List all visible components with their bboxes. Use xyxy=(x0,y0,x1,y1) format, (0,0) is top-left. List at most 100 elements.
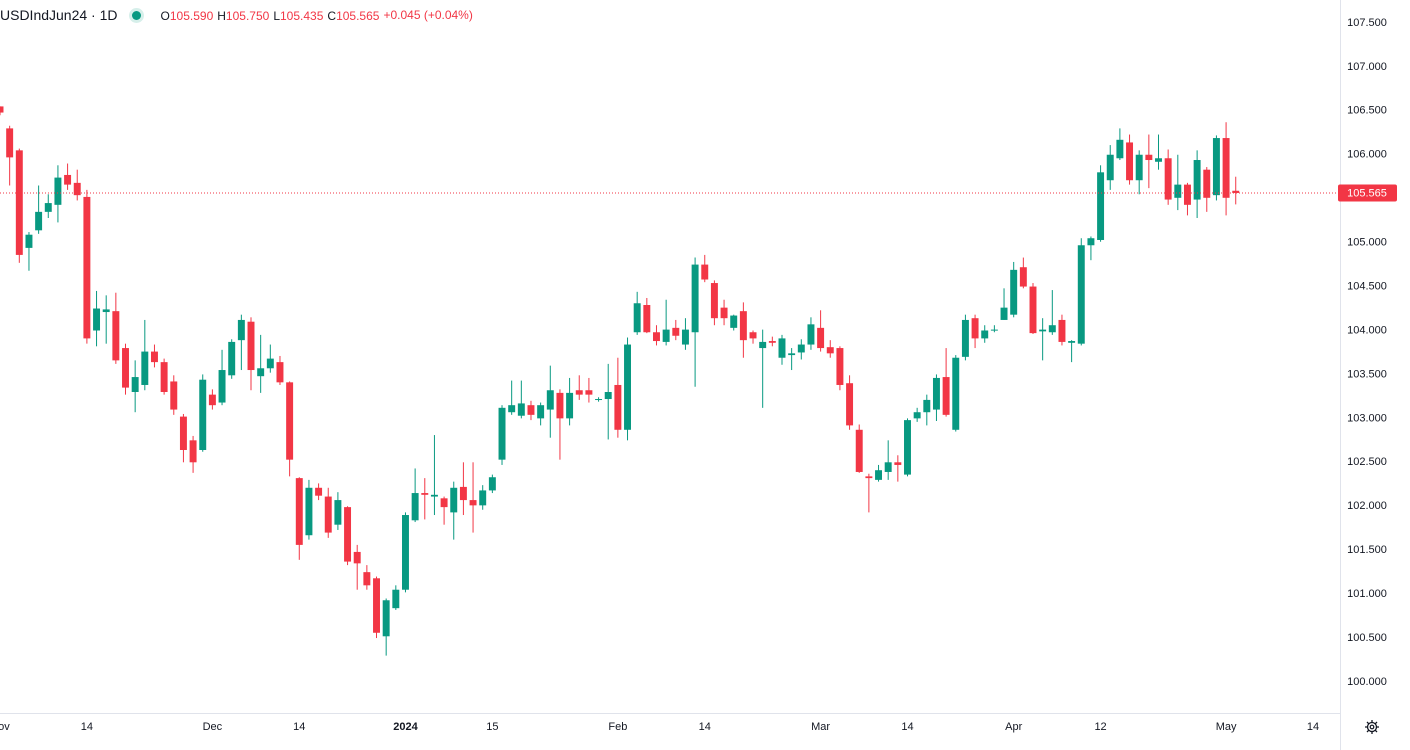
candle-body xyxy=(6,128,14,158)
candle-body xyxy=(1000,307,1008,320)
candle-body xyxy=(228,341,236,376)
y-tick-label: 101.000 xyxy=(1347,588,1387,600)
candle-body xyxy=(131,377,139,393)
y-tick-label: 107.000 xyxy=(1347,61,1387,73)
candle-body xyxy=(373,578,380,633)
plot-area xyxy=(0,106,1340,656)
candle-body xyxy=(44,203,52,212)
candle-body xyxy=(1135,154,1143,181)
candle-body xyxy=(633,303,641,333)
candle-body xyxy=(556,392,564,419)
y-tick-label: 100.500 xyxy=(1347,632,1387,644)
ohlc-value: 105.435 xyxy=(280,8,324,23)
candle-body xyxy=(276,362,284,383)
candle-body xyxy=(1203,169,1211,198)
candle-body xyxy=(1155,158,1162,162)
candle-body xyxy=(344,507,352,562)
y-tick-label: 102.000 xyxy=(1347,500,1387,512)
candle-body xyxy=(122,348,129,388)
candle-body xyxy=(112,311,120,361)
candle-body xyxy=(662,329,670,342)
candle-body xyxy=(73,182,81,196)
x-tick-label: 12 xyxy=(1094,721,1106,733)
x-tick-label: May xyxy=(1216,721,1237,733)
candle-body xyxy=(237,319,245,341)
candle-body xyxy=(778,338,786,358)
candle-body xyxy=(1019,267,1027,287)
y-tick-label: 100.000 xyxy=(1347,676,1387,688)
candle-body xyxy=(199,379,207,450)
candle-body xyxy=(517,403,525,416)
candle-body xyxy=(768,341,776,343)
candle-body xyxy=(411,493,419,521)
candle-body xyxy=(904,420,911,475)
candle-body xyxy=(681,329,689,345)
x-tick-label: Mar xyxy=(811,721,830,733)
candle-body xyxy=(430,494,438,497)
settings-icon-core xyxy=(1369,724,1375,730)
candle-body xyxy=(624,344,631,430)
candle-body xyxy=(1174,184,1182,198)
candle-body xyxy=(479,490,487,506)
candle-body xyxy=(392,589,400,609)
candle-body xyxy=(1183,184,1191,205)
candle-body xyxy=(170,381,178,410)
last-price-label: 105.565 xyxy=(1347,187,1387,199)
last-price-box xyxy=(1338,184,1397,202)
candle-body xyxy=(1116,139,1124,159)
candle-body xyxy=(382,600,390,637)
candle-body xyxy=(402,515,409,590)
y-tick-label: 107.500 xyxy=(1347,17,1387,29)
candle-body xyxy=(35,211,43,231)
y-tick-label: 106.000 xyxy=(1347,149,1387,161)
candle-body xyxy=(981,330,989,339)
candle-body xyxy=(353,551,361,564)
x-tick-label: Nov xyxy=(0,721,10,733)
candle-body xyxy=(450,487,458,513)
x-tick-label: 2024 xyxy=(393,721,418,733)
candle-body xyxy=(141,351,149,385)
candle-body xyxy=(942,377,950,415)
ohlc-key: O xyxy=(160,8,170,23)
candle-body xyxy=(653,332,660,342)
settings-icon[interactable] xyxy=(1365,720,1379,734)
legend: USDIndJun24 · 1D O105.590 H105.750 L105.43… xyxy=(0,6,473,24)
candle-body xyxy=(691,264,699,333)
candle-body xyxy=(498,407,506,460)
candle-body xyxy=(54,177,62,205)
candle-body xyxy=(614,384,622,430)
candle-body xyxy=(179,416,187,450)
candle-body xyxy=(672,327,680,336)
candle-body xyxy=(189,440,197,463)
candle-body xyxy=(1126,142,1134,181)
y-tick-label: 106.500 xyxy=(1347,105,1387,117)
candle-body xyxy=(875,470,883,480)
candle-body xyxy=(1164,158,1172,200)
candle-body xyxy=(788,353,796,356)
candle-body xyxy=(1029,286,1037,334)
candle-body xyxy=(923,399,931,413)
candle-body xyxy=(575,390,583,395)
candle-body xyxy=(739,311,747,341)
ohlc-key: H xyxy=(217,8,226,23)
y-tick-label: 104.000 xyxy=(1347,324,1387,336)
candle-body xyxy=(546,390,554,410)
candle-body xyxy=(894,462,902,465)
candle-body xyxy=(865,476,873,479)
candle-body xyxy=(83,196,91,339)
candle-body xyxy=(1097,172,1105,240)
candle-body xyxy=(208,394,216,406)
settings-icon-teeth xyxy=(1365,720,1379,734)
candle-body xyxy=(150,351,158,363)
candle-body xyxy=(334,500,342,525)
settings-icon-ring xyxy=(1366,721,1378,733)
ohlc-values: O105.590 H105.750 L105.435 C105.565 xyxy=(161,8,384,23)
x-tick-label: Feb xyxy=(608,721,627,733)
candle-body xyxy=(855,429,863,472)
candle-body xyxy=(64,174,72,185)
change: +0.045 (+0.04%) xyxy=(383,8,473,22)
candle-body xyxy=(932,377,940,410)
candle-body xyxy=(797,344,805,353)
candle-body xyxy=(459,486,467,501)
